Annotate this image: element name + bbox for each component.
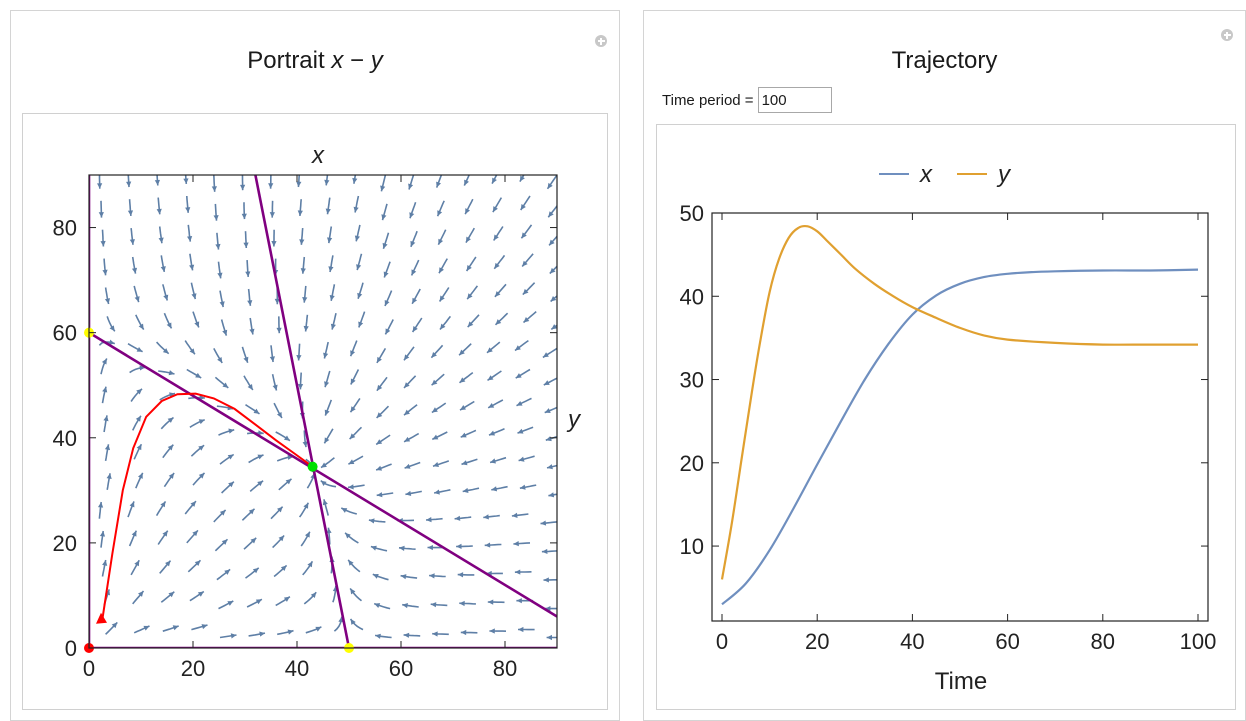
trajectory-plot-frame (656, 124, 1236, 710)
trajectory-title: Trajectory (891, 47, 998, 74)
portrait-panel: Portrait x − y (10, 10, 620, 721)
portrait-title-sep: − (343, 47, 371, 74)
time-period-control: Time period = (662, 86, 832, 114)
portrait-title: Portrait x − y (11, 47, 619, 75)
plus-circle-icon[interactable] (1221, 29, 1233, 41)
portrait-plot-frame (22, 113, 608, 710)
portrait-title-prefix: Portrait (247, 47, 332, 74)
trajectory-panel: Trajectory (643, 10, 1246, 721)
portrait-title-y: y (370, 47, 383, 74)
plus-circle-icon[interactable] (595, 35, 607, 47)
time-period-input[interactable] (757, 87, 832, 113)
portrait-title-x: x (331, 47, 344, 74)
time-period-label: Time period = (662, 91, 754, 109)
